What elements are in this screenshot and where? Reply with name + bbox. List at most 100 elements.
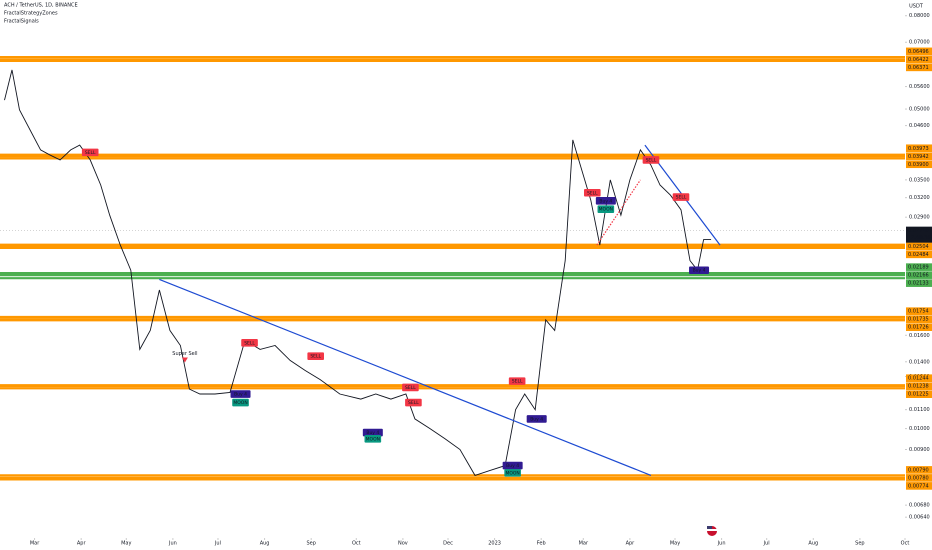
level-label: 0.06496 <box>908 49 929 55</box>
level-label: 0.01726 <box>908 325 929 331</box>
level-label-box <box>906 279 932 287</box>
signal-box <box>232 398 249 407</box>
level-label: 0.00774 <box>908 483 929 489</box>
signal-text: Buy 4 <box>506 463 519 469</box>
flag-icon <box>707 526 717 536</box>
x-tick-label: Feb <box>537 541 546 547</box>
x-tick-label: Mar <box>30 541 40 547</box>
chart-title: ACH / TetherUS, 1D, BINANCE <box>4 3 78 9</box>
indicator-name: FractalStrategyZones <box>4 11 58 17</box>
signal-box <box>595 196 616 205</box>
x-tick-label: Apr <box>77 541 87 547</box>
level-label: 0.02166 <box>908 273 929 279</box>
x-tick-label: Oct <box>901 541 910 547</box>
level-label-box <box>906 63 932 72</box>
y-tick-label: 0.00640 <box>909 515 930 521</box>
y-tick-label: 0.00900 <box>909 447 930 453</box>
level-label-box <box>906 466 932 474</box>
x-tick-label: 2023 <box>488 541 501 547</box>
level-label-box <box>906 47 932 56</box>
level-label-box <box>906 152 932 161</box>
level-label-box <box>906 144 932 153</box>
x-tick-label: May <box>670 541 680 547</box>
currency: USDT <box>909 4 924 10</box>
signal-box <box>689 266 710 275</box>
signal-text: SELL <box>244 340 255 346</box>
signal-box <box>504 469 521 477</box>
signal-text: SELL <box>85 150 96 156</box>
level-label-box <box>906 250 932 259</box>
last-price-box <box>906 226 932 243</box>
signal-box <box>526 415 547 423</box>
level-label-box <box>906 263 932 271</box>
level-label: 0.01244 <box>908 376 929 382</box>
x-tick-label: Jul <box>763 541 770 547</box>
level-label: 0.03900 <box>908 162 929 168</box>
y-tick-label: 0.08000 <box>909 13 930 19</box>
level-label: 0.06371 <box>908 65 929 71</box>
level-label-box <box>906 242 932 251</box>
signal-text: SELL <box>310 354 321 360</box>
signal-text: Buy 4 <box>599 198 612 204</box>
signal-text: SELL <box>408 400 419 406</box>
signal-box <box>584 188 601 197</box>
signal-text: MOON <box>599 207 613 213</box>
y-tick-label: 0.02900 <box>909 215 930 221</box>
countdown: 12:40:36 <box>908 235 930 241</box>
signal-box <box>508 377 526 385</box>
level-label: 0.03942 <box>908 154 929 160</box>
level-label: 0.01735 <box>908 317 929 323</box>
price-line <box>4 69 712 476</box>
signal-box <box>81 148 99 157</box>
level-label: 0.02133 <box>908 281 929 287</box>
level-label: 0.06422 <box>908 57 929 63</box>
signal-text: Buy 4 <box>366 430 379 436</box>
signal-box <box>597 205 615 213</box>
x-tick-label: May <box>121 541 131 547</box>
signal-text: Buy 4 <box>234 392 247 398</box>
x-tick-label: Aug <box>260 541 270 547</box>
level-label: 0.00780 <box>908 475 929 481</box>
level-label: 0.02504 <box>908 244 929 250</box>
signal-text: Super Sell <box>172 351 197 357</box>
y-tick-label: 0.01400 <box>909 359 930 365</box>
x-tick-label: Dec <box>443 541 453 547</box>
y-tick-label: 0.03500 <box>909 177 930 183</box>
x-tick-label: Apr <box>626 541 636 547</box>
level-label-box <box>906 374 932 382</box>
y-tick-label: 0.03200 <box>909 195 930 201</box>
level-label: 0.02189 <box>908 265 929 271</box>
level-label-box <box>906 307 932 315</box>
signal-text: Buy 4 <box>530 416 543 422</box>
y-tick-label: 0.01000 <box>909 426 930 432</box>
signal-box <box>364 434 382 443</box>
x-tick-label: Jun <box>168 541 177 547</box>
y-tick-label: 0.05000 <box>909 107 930 113</box>
level-label-box <box>906 482 932 490</box>
signal-text: SELL <box>646 157 657 163</box>
y-tick-label: 0.00680 <box>909 503 930 509</box>
trendline <box>159 278 652 476</box>
signal-box <box>642 156 660 164</box>
signal-text: MOON <box>366 436 380 442</box>
level-label-box <box>906 390 932 398</box>
signal-box <box>362 428 383 437</box>
y-tick-label: 0.05600 <box>909 84 930 90</box>
signal-box <box>672 193 690 201</box>
x-tick-label: Jun <box>717 541 726 547</box>
signal-text: SELL <box>512 379 523 385</box>
x-tick-label: Mar <box>579 541 589 547</box>
x-tick-label: Sep <box>306 541 315 547</box>
level-label-box <box>906 271 932 279</box>
x-tick-label: Jul <box>214 541 221 547</box>
signal-box <box>241 339 258 347</box>
y-tick-label: 0.04600 <box>909 123 930 129</box>
level-label-box <box>906 315 932 323</box>
signal-box <box>502 461 523 470</box>
x-tick-label: Aug <box>808 541 818 547</box>
last-price-label: 0.02710 <box>908 228 929 234</box>
level-label-box <box>906 55 932 64</box>
signal-text: SELL <box>676 195 687 201</box>
level-label-box <box>906 382 932 390</box>
level-label-box <box>906 323 932 331</box>
